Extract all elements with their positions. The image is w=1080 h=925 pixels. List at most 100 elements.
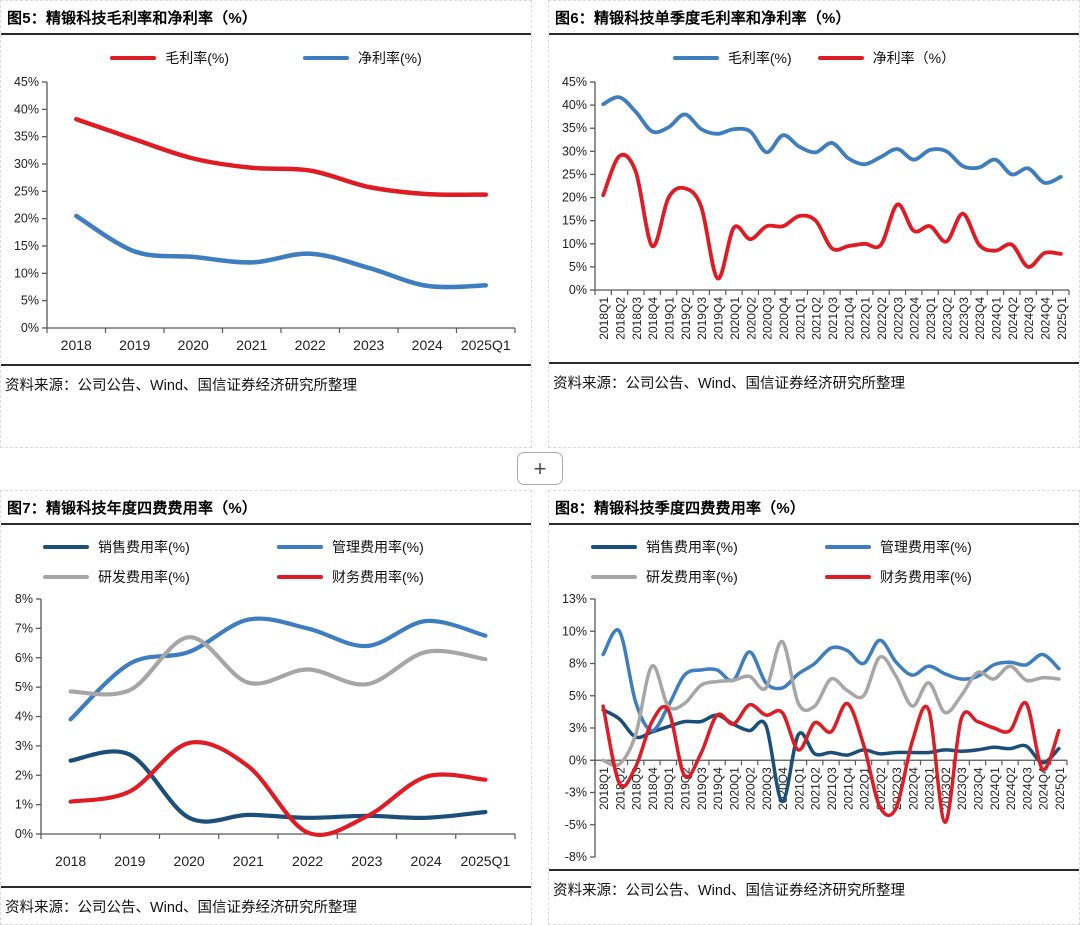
quarterly-expense-ratio-line-chart: 13%10%8%5%3%0%-3%-5%-8%2018Q1 2018Q2 2018Q…: [562, 592, 1068, 864]
legend-swatch-blue: [825, 544, 871, 550]
source-divider: 资料来源：公司公告、Wind、国信证券经济研究所整理: [549, 869, 1079, 906]
svg-text:5%: 5%: [569, 260, 587, 274]
svg-text:2022Q4: 2022Q4: [908, 297, 922, 340]
figure-panel-5: 图5：精锻科技毛利率和净利率（%） 毛利率(%) 净利率(%) 0% 5% 10% 1…: [0, 0, 532, 448]
svg-text:2025Q1: 2025Q1: [461, 337, 511, 353]
legend-swatch-blue: [303, 55, 349, 61]
svg-text:2023Q2: 2023Q2: [940, 297, 954, 340]
figure-6-legend: 毛利率(%) 净利率（%）: [549, 35, 1079, 72]
source-divider: 资料来源：公司公告、Wind、国信证券经济研究所整理: [549, 362, 1079, 399]
svg-text:2021Q2: 2021Q2: [810, 297, 824, 340]
legend-swatch-navy: [43, 544, 89, 550]
svg-text:4%: 4%: [15, 710, 33, 724]
svg-text:2%: 2%: [15, 768, 33, 782]
svg-text:10%: 10%: [562, 237, 587, 251]
legend-item: 管理费用率(%): [277, 537, 511, 557]
svg-text:0%: 0%: [15, 827, 33, 841]
svg-text:2019Q1: 2019Q1: [663, 297, 677, 340]
svg-text:1%: 1%: [15, 798, 33, 812]
svg-text:0%: 0%: [569, 753, 587, 767]
svg-text:-3%: -3%: [565, 786, 587, 800]
svg-text:5%: 5%: [569, 689, 587, 703]
legend-swatch-blue: [277, 544, 323, 550]
figure-7-legend: 销售费用率(%) 管理费用率(%) 研发费用率(%) 财务费用率(%): [1, 525, 531, 591]
svg-text:2024: 2024: [412, 337, 443, 353]
svg-text:2023: 2023: [351, 853, 382, 869]
legend-swatch-gray: [591, 574, 637, 580]
svg-text:10%: 10%: [14, 266, 39, 280]
source-note: 资料来源：公司公告、Wind、国信证券经济研究所整理: [553, 376, 906, 392]
svg-text:2024Q4: 2024Q4: [1037, 767, 1051, 810]
svg-text:2022Q1: 2022Q1: [859, 297, 873, 340]
svg-text:2024Q2: 2024Q2: [1006, 297, 1020, 340]
svg-text:2023Q1: 2023Q1: [924, 297, 938, 340]
figure-panel-8: 图8：精锻科技季度四费费用率（%） 销售费用率(%) 管理费用率(%) 研发费用…: [548, 490, 1080, 925]
expand-button[interactable]: +: [517, 452, 563, 485]
svg-text:-8%: -8%: [565, 850, 587, 864]
svg-text:2024Q3: 2024Q3: [1022, 297, 1036, 340]
source-note: 资料来源：公司公告、Wind、国信证券经济研究所整理: [553, 883, 906, 899]
legend-item: 净利率(%): [303, 48, 422, 68]
svg-text:3%: 3%: [15, 739, 33, 753]
svg-text:2018: 2018: [61, 337, 92, 353]
svg-text:8%: 8%: [15, 592, 33, 606]
svg-text:2018Q3: 2018Q3: [630, 767, 644, 810]
legend-swatch-red: [110, 55, 157, 61]
legend-item: 财务费用率(%): [277, 567, 511, 587]
figure-panel-6: 图6：精锻科技单季度毛利率和净利率（%） 毛利率(%) 净利率（%） 0% 5% 1…: [548, 0, 1080, 448]
svg-text:2023: 2023: [353, 337, 384, 353]
figure-8-legend: 销售费用率(%) 管理费用率(%) 研发费用率(%) 财务费用率(%): [549, 525, 1079, 591]
legend-item: 管理费用率(%): [825, 537, 1059, 557]
svg-text:2021: 2021: [233, 853, 264, 869]
quarterly-margin-line-chart: 0% 5% 10% 15% 20% 25% 30% 35% 40% 45% 2018Q1 2018Q2…: [562, 75, 1070, 340]
svg-text:20%: 20%: [14, 212, 39, 226]
annual-margin-line-chart: 0% 5% 10% 15% 20% 25% 30% 35% 40% 45% 2018 2019 2020…: [14, 75, 516, 353]
legend-item: 净利率（%）: [817, 48, 956, 68]
svg-text:13%: 13%: [562, 592, 587, 606]
legend-label: 管理费用率(%): [332, 539, 424, 555]
svg-text:45%: 45%: [562, 75, 587, 89]
svg-text:2022Q2: 2022Q2: [875, 297, 889, 340]
svg-text:2025Q1: 2025Q1: [1055, 297, 1069, 340]
svg-text:2020Q1: 2020Q1: [728, 297, 742, 340]
svg-text:2022Q4: 2022Q4: [906, 767, 920, 810]
legend-label: 销售费用率(%): [646, 539, 738, 555]
svg-text:2019: 2019: [114, 853, 145, 869]
svg-text:2021Q3: 2021Q3: [826, 297, 840, 340]
figure-6-title: 图6：精锻科技单季度毛利率和净利率（%）: [549, 1, 1079, 35]
svg-text:15%: 15%: [562, 214, 587, 228]
figure-panel-7: 图7：精锻科技年度四费费用率（%） 销售费用率(%) 管理费用率(%) 研发费用…: [0, 490, 532, 925]
legend-item: 销售费用率(%): [43, 537, 277, 557]
figure-5-legend: 毛利率(%) 净利率(%): [1, 35, 531, 72]
legend-label: 净利率（%）: [872, 50, 956, 66]
legend-swatch-red: [825, 574, 871, 580]
figure-5-title: 图5：精锻科技毛利率和净利率（%）: [1, 1, 531, 35]
svg-text:2020: 2020: [174, 853, 205, 869]
legend-swatch-red: [277, 574, 323, 580]
svg-text:2021Q4: 2021Q4: [841, 767, 855, 810]
svg-text:2019Q3: 2019Q3: [695, 767, 709, 810]
svg-text:2021Q2: 2021Q2: [809, 767, 823, 810]
legend-label: 财务费用率(%): [332, 569, 424, 585]
svg-text:2020Q1: 2020Q1: [727, 767, 741, 810]
svg-text:2023Q3: 2023Q3: [957, 297, 971, 340]
svg-text:2021Q1: 2021Q1: [792, 767, 806, 810]
source-divider: 资料来源：公司公告、Wind、国信证券经济研究所整理: [1, 364, 531, 401]
svg-text:2019Q1: 2019Q1: [662, 767, 676, 810]
svg-text:0%: 0%: [569, 283, 587, 297]
svg-text:40%: 40%: [562, 98, 587, 112]
svg-text:2024Q3: 2024Q3: [1020, 767, 1034, 810]
svg-text:2018Q1: 2018Q1: [597, 297, 611, 340]
svg-text:2023Q4: 2023Q4: [971, 767, 985, 810]
svg-text:2018Q1: 2018Q1: [597, 767, 611, 810]
svg-text:0%: 0%: [21, 321, 39, 335]
panel-padding: [549, 399, 1079, 447]
legend-item: 销售费用率(%): [591, 537, 825, 557]
legend-label: 销售费用率(%): [98, 539, 190, 555]
figure-8-title: 图8：精锻科技季度四费费用率（%）: [549, 491, 1079, 525]
svg-text:2018Q3: 2018Q3: [630, 297, 644, 340]
svg-text:2021Q1: 2021Q1: [793, 297, 807, 340]
svg-text:5%: 5%: [15, 680, 33, 694]
legend-item: 财务费用率(%): [825, 567, 1059, 587]
